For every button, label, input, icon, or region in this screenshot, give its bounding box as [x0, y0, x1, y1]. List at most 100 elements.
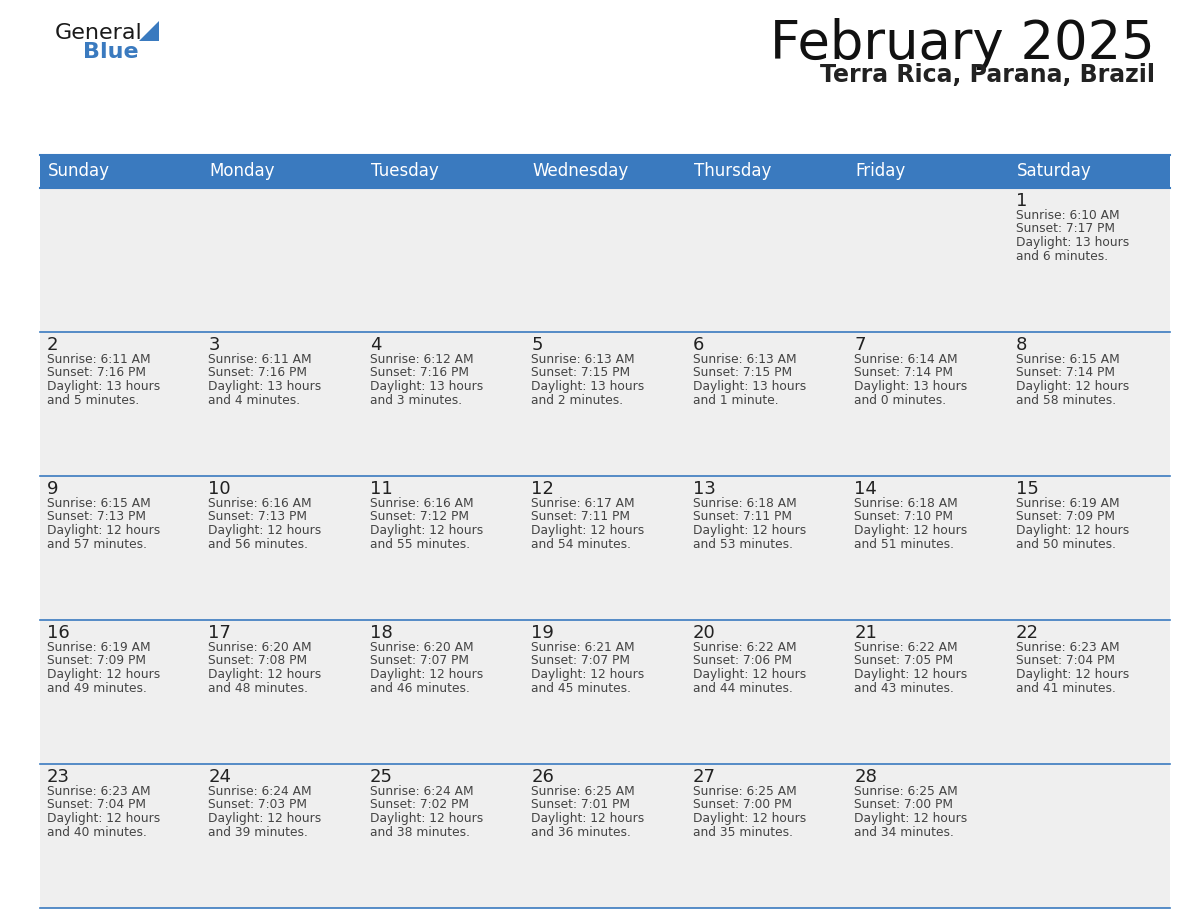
Text: Sunset: 7:08 PM: Sunset: 7:08 PM	[208, 655, 308, 667]
Text: Daylight: 13 hours: Daylight: 13 hours	[693, 380, 805, 393]
Text: Daylight: 12 hours: Daylight: 12 hours	[208, 524, 322, 537]
Text: 3: 3	[208, 336, 220, 354]
Text: Daylight: 13 hours: Daylight: 13 hours	[1016, 236, 1129, 249]
Text: Daylight: 12 hours: Daylight: 12 hours	[1016, 380, 1129, 393]
Text: 19: 19	[531, 624, 554, 642]
Text: Daylight: 12 hours: Daylight: 12 hours	[854, 524, 967, 537]
Text: Sunrise: 6:15 AM: Sunrise: 6:15 AM	[1016, 353, 1119, 366]
Text: Sunset: 7:10 PM: Sunset: 7:10 PM	[854, 510, 953, 523]
Bar	[40, 476, 202, 620]
Text: Sunrise: 6:16 AM: Sunrise: 6:16 AM	[369, 497, 474, 510]
Text: Friday: Friday	[855, 162, 905, 181]
Bar	[1009, 332, 1170, 476]
Text: and 46 minutes.: and 46 minutes.	[369, 681, 469, 695]
Bar	[1009, 476, 1170, 620]
Bar	[40, 620, 202, 764]
Text: 28: 28	[854, 768, 877, 786]
Text: 8: 8	[1016, 336, 1026, 354]
Bar	[524, 188, 685, 332]
Text: Daylight: 12 hours: Daylight: 12 hours	[693, 524, 805, 537]
Bar	[847, 620, 1009, 764]
Text: Monday: Monday	[209, 162, 274, 181]
Text: Daylight: 13 hours: Daylight: 13 hours	[531, 380, 645, 393]
Text: Sunrise: 6:23 AM: Sunrise: 6:23 AM	[48, 785, 151, 798]
Text: Sunrise: 6:11 AM: Sunrise: 6:11 AM	[208, 353, 312, 366]
Bar	[202, 764, 362, 908]
Text: Daylight: 12 hours: Daylight: 12 hours	[531, 812, 645, 825]
Text: Sunrise: 6:23 AM: Sunrise: 6:23 AM	[1016, 641, 1119, 654]
Text: and 0 minutes.: and 0 minutes.	[854, 394, 947, 407]
Text: Sunset: 7:05 PM: Sunset: 7:05 PM	[854, 655, 953, 667]
Text: and 56 minutes.: and 56 minutes.	[208, 538, 309, 551]
Text: Sunrise: 6:25 AM: Sunrise: 6:25 AM	[854, 785, 958, 798]
Text: 2: 2	[48, 336, 58, 354]
Text: 17: 17	[208, 624, 232, 642]
Text: 27: 27	[693, 768, 715, 786]
Text: 16: 16	[48, 624, 70, 642]
Text: and 58 minutes.: and 58 minutes.	[1016, 394, 1116, 407]
Text: Sunset: 7:16 PM: Sunset: 7:16 PM	[208, 366, 308, 379]
Text: 9: 9	[48, 480, 58, 498]
Text: Sunrise: 6:10 AM: Sunrise: 6:10 AM	[1016, 209, 1119, 222]
Bar	[202, 188, 362, 332]
Bar	[40, 155, 1170, 188]
Bar	[847, 188, 1009, 332]
Bar	[524, 476, 685, 620]
Text: and 1 minute.: and 1 minute.	[693, 394, 778, 407]
Text: 7: 7	[854, 336, 866, 354]
Bar	[362, 332, 524, 476]
Text: 1: 1	[1016, 192, 1026, 210]
Text: Sunset: 7:12 PM: Sunset: 7:12 PM	[369, 510, 469, 523]
Text: 23: 23	[48, 768, 70, 786]
Bar	[685, 332, 847, 476]
Text: Sunset: 7:02 PM: Sunset: 7:02 PM	[369, 799, 469, 812]
Text: Sunrise: 6:12 AM: Sunrise: 6:12 AM	[369, 353, 474, 366]
Text: and 39 minutes.: and 39 minutes.	[208, 825, 309, 838]
Text: Daylight: 12 hours: Daylight: 12 hours	[1016, 668, 1129, 681]
Text: and 3 minutes.: and 3 minutes.	[369, 394, 462, 407]
Text: 5: 5	[531, 336, 543, 354]
Text: Sunrise: 6:20 AM: Sunrise: 6:20 AM	[208, 641, 312, 654]
Bar	[40, 188, 202, 332]
Text: Sunrise: 6:11 AM: Sunrise: 6:11 AM	[48, 353, 151, 366]
Bar	[362, 476, 524, 620]
Text: Tuesday: Tuesday	[371, 162, 438, 181]
Text: Sunset: 7:07 PM: Sunset: 7:07 PM	[531, 655, 631, 667]
Text: and 5 minutes.: and 5 minutes.	[48, 394, 139, 407]
Text: 14: 14	[854, 480, 877, 498]
Text: Sunset: 7:04 PM: Sunset: 7:04 PM	[48, 799, 146, 812]
Text: Sunset: 7:01 PM: Sunset: 7:01 PM	[531, 799, 631, 812]
Bar	[847, 476, 1009, 620]
Text: Sunset: 7:09 PM: Sunset: 7:09 PM	[48, 655, 146, 667]
Text: 12: 12	[531, 480, 554, 498]
Text: 4: 4	[369, 336, 381, 354]
Text: and 48 minutes.: and 48 minutes.	[208, 681, 309, 695]
Text: Sunrise: 6:19 AM: Sunrise: 6:19 AM	[48, 641, 151, 654]
Text: and 34 minutes.: and 34 minutes.	[854, 825, 954, 838]
Text: Daylight: 13 hours: Daylight: 13 hours	[854, 380, 967, 393]
Text: Daylight: 12 hours: Daylight: 12 hours	[369, 524, 484, 537]
Text: Daylight: 13 hours: Daylight: 13 hours	[48, 380, 160, 393]
Text: Saturday: Saturday	[1017, 162, 1092, 181]
Text: 10: 10	[208, 480, 230, 498]
Bar	[847, 332, 1009, 476]
Bar	[524, 620, 685, 764]
Text: Sunrise: 6:22 AM: Sunrise: 6:22 AM	[693, 641, 796, 654]
Text: 15: 15	[1016, 480, 1038, 498]
Bar	[1009, 620, 1170, 764]
Text: Sunrise: 6:20 AM: Sunrise: 6:20 AM	[369, 641, 474, 654]
Text: Daylight: 13 hours: Daylight: 13 hours	[369, 380, 484, 393]
Text: and 45 minutes.: and 45 minutes.	[531, 681, 631, 695]
Text: 26: 26	[531, 768, 554, 786]
Text: and 55 minutes.: and 55 minutes.	[369, 538, 470, 551]
Text: Sunrise: 6:18 AM: Sunrise: 6:18 AM	[693, 497, 796, 510]
Text: Sunset: 7:04 PM: Sunset: 7:04 PM	[1016, 655, 1114, 667]
Text: Daylight: 12 hours: Daylight: 12 hours	[208, 668, 322, 681]
Bar	[1009, 188, 1170, 332]
Text: Sunrise: 6:18 AM: Sunrise: 6:18 AM	[854, 497, 958, 510]
Text: Sunset: 7:11 PM: Sunset: 7:11 PM	[531, 510, 631, 523]
Text: and 50 minutes.: and 50 minutes.	[1016, 538, 1116, 551]
Text: and 2 minutes.: and 2 minutes.	[531, 394, 624, 407]
Text: Sunset: 7:16 PM: Sunset: 7:16 PM	[369, 366, 469, 379]
Text: February 2025: February 2025	[770, 18, 1155, 70]
